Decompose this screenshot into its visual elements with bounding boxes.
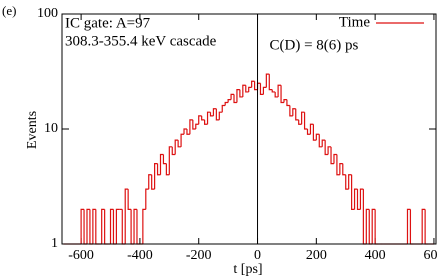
histogram-step [269,74,272,89]
x-axis-label: t [ps] [233,262,262,277]
histogram-step [163,155,166,164]
x-tick-label: -600 [68,248,94,263]
histogram-step [228,100,231,103]
histogram-step [219,112,222,120]
x-tick-label: 200 [306,248,327,263]
y-tick-label: 1 [51,236,58,251]
histogram-step [425,209,428,244]
x-tick-label: 0 [254,248,261,263]
page: (e) Events t [ps] -600 -400 -200 0 200 400 600… [0,0,438,280]
y-tick-label: 100 [37,6,58,21]
x-tick-label: -400 [127,248,153,263]
annotation: 308.3-355.4 keV cascade [65,33,217,49]
histogram-step [225,102,228,105]
histogram-step [222,106,225,113]
histogram-step [249,87,252,92]
histogram-step [305,112,308,129]
annotation: IC gate: A=97 [65,15,151,31]
histogram-step [202,116,205,120]
chart: (e) Events t [ps] -600 -400 -200 0 200 400 600… [0,0,438,280]
histogram-step [196,124,199,129]
histogram-step [410,209,413,244]
histogram-step [263,87,266,94]
histogram-step [116,209,119,244]
legend-label: Time [339,14,370,30]
x-tick-label: 400 [365,248,386,263]
histogram-step [272,90,275,92]
histogram-step [128,189,131,209]
histogram-step [343,164,346,175]
annotation: C(D) = 8(6) ps [270,37,359,53]
x-tick-label: 600 [423,248,438,263]
panel-label: (e) [2,3,16,18]
y-axis-label: Events [25,111,40,149]
histogram-step [146,189,149,209]
histogram-step [96,209,99,244]
histogram-step [375,209,378,244]
histogram-step [143,209,146,244]
histogram-step [105,209,108,244]
histogram-step [296,109,299,120]
histogram-step [181,134,184,147]
y-tick-label: 10 [44,121,58,136]
x-tick-label: -200 [186,248,212,263]
histogram-step [287,100,290,106]
